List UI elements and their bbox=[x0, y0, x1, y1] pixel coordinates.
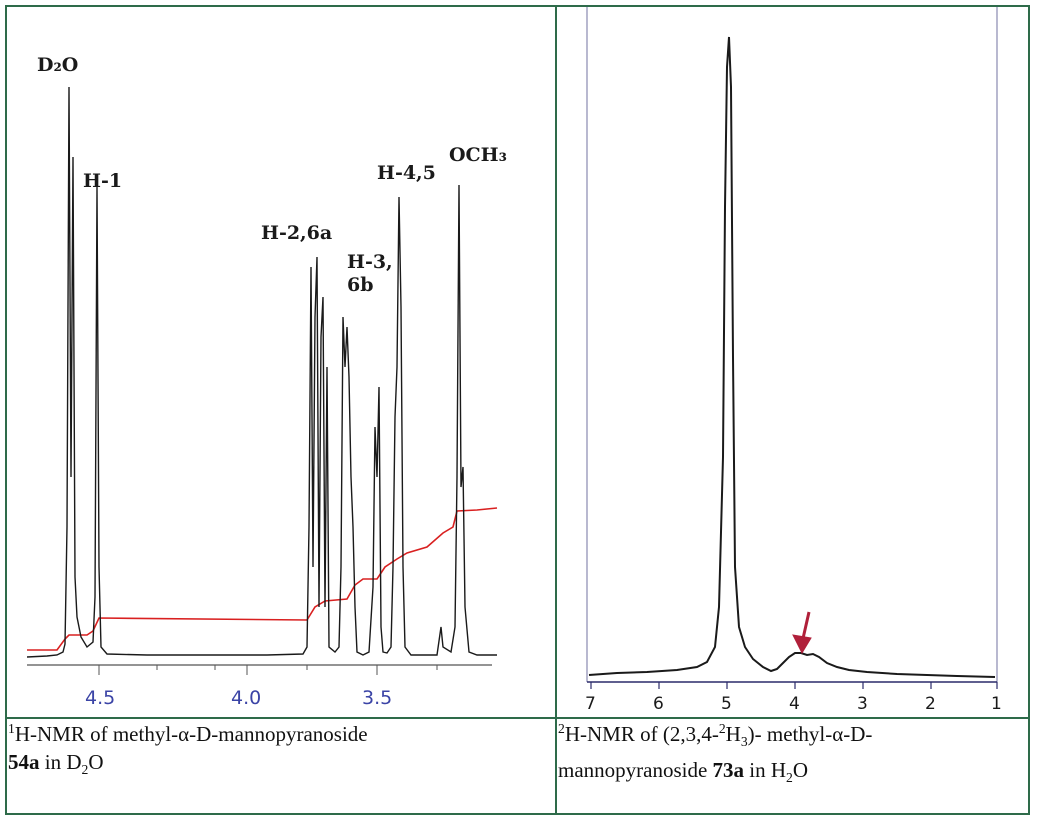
x-tick-label: 6 bbox=[653, 694, 664, 714]
caption-subscript: 2 bbox=[786, 770, 793, 785]
figure-table: 4.5 4.0 3.5 D₂O H-1 H-2,6a H-3, 6b H-4,5… bbox=[5, 5, 1030, 815]
peak-label-h1: H-1 bbox=[83, 170, 122, 192]
x-tick-label: 5 bbox=[721, 694, 732, 714]
x-tick-label: 4.5 bbox=[85, 687, 115, 709]
spectrum-trace bbox=[589, 37, 995, 677]
caption-text: H-NMR of (2,3,4- bbox=[565, 722, 719, 746]
x-tick-label: 4.0 bbox=[231, 687, 261, 709]
integral-curve bbox=[27, 508, 497, 650]
left-spectrum-svg: 4.5 4.0 3.5 D₂O H-1 H-2,6a H-3, 6b H-4,5… bbox=[7, 7, 555, 717]
caption-text: )- methyl-α-D- bbox=[748, 722, 873, 746]
x-tick-label: 3 bbox=[857, 694, 868, 714]
caption-text: O bbox=[793, 758, 808, 782]
x-tick-label: 3.5 bbox=[362, 687, 392, 709]
caption-superscript: 2 bbox=[558, 721, 565, 736]
peak-label-h26a: H-2,6a bbox=[261, 222, 332, 244]
right-spectrum-svg: 7 6 5 4 3 2 1 bbox=[557, 7, 1028, 717]
x-tick-label: 2 bbox=[925, 694, 936, 714]
caption-text: H bbox=[726, 722, 741, 746]
peak-label-6b: 6b bbox=[347, 274, 374, 296]
caption-left: 1H-NMR of methyl-α-D-mannopyranoside 54a… bbox=[8, 715, 538, 784]
peak-label-d2o: D₂O bbox=[37, 54, 78, 76]
caption-subscript: 3 bbox=[741, 734, 748, 749]
left-spectrum-panel: 4.5 4.0 3.5 D₂O H-1 H-2,6a H-3, 6b H-4,5… bbox=[7, 7, 555, 717]
x-axis-ticks bbox=[99, 665, 437, 675]
caption-superscript: 1 bbox=[8, 721, 15, 736]
x-axis-ticks bbox=[591, 682, 997, 689]
caption-text: in H bbox=[744, 758, 786, 782]
x-tick-label: 1 bbox=[991, 694, 1002, 714]
peak-arrow-icon bbox=[793, 612, 811, 653]
caption-right: 2H-NMR of (2,3,4-2H3)- methyl-α-D- manno… bbox=[558, 715, 1018, 792]
x-tick-label: 7 bbox=[585, 694, 596, 714]
caption-text: mannopyranoside bbox=[558, 758, 713, 782]
caption-text: O bbox=[88, 750, 103, 774]
caption-superscript: 2 bbox=[719, 721, 726, 736]
peak-label-h3: H-3, bbox=[347, 251, 393, 273]
caption-text: in D bbox=[40, 750, 82, 774]
x-tick-label: 4 bbox=[789, 694, 800, 714]
peak-label-och3: OCH₃ bbox=[449, 144, 507, 166]
compound-number: 54a bbox=[8, 750, 40, 774]
caption-text: H-NMR of methyl-α-D-mannopyranoside bbox=[15, 722, 368, 746]
right-spectrum-panel: 7 6 5 4 3 2 1 bbox=[557, 7, 1028, 717]
peak-label-h45: H-4,5 bbox=[377, 162, 436, 184]
compound-number: 73a bbox=[713, 758, 745, 782]
